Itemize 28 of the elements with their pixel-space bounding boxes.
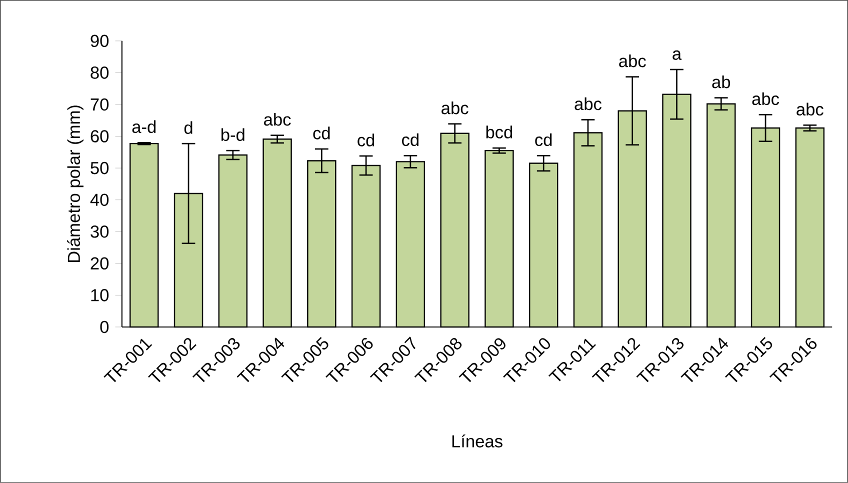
y-tick-label: 90 [90, 34, 109, 48]
annotation: bcd [486, 126, 512, 138]
annotation: cd [535, 133, 552, 146]
annotation: d [184, 121, 192, 134]
y-tick-label: 40 [90, 194, 109, 206]
y-tick-label: 50 [90, 162, 109, 174]
annotation: cd [313, 126, 330, 140]
annotation: abc [619, 54, 646, 68]
annotation: abc [264, 113, 291, 126]
y-tick-label: 20 [90, 257, 109, 270]
x-axis-title: Líneas [452, 434, 502, 448]
annotation: abc [752, 92, 780, 106]
y-tick-label: 70 [90, 98, 109, 111]
annotation: ab [712, 76, 730, 88]
annotation: b-d [221, 128, 244, 142]
annotation: cd [402, 133, 418, 146]
y-tick-label: 80 [90, 66, 109, 79]
annotation: cd [358, 134, 374, 146]
y-tick-label: 0 [100, 320, 109, 334]
annotation: abc [574, 97, 602, 110]
annotation: abc [442, 102, 468, 114]
annotation: a-d [132, 120, 156, 134]
y-axis-title: Diámetro polar (mm) [67, 106, 84, 262]
y-tick-label: 10 [91, 289, 109, 302]
y-tick-label: 60 [90, 130, 109, 142]
annotation: a [672, 50, 682, 60]
annotation: abc [796, 102, 824, 116]
y-tick-label: 30 [90, 226, 109, 238]
